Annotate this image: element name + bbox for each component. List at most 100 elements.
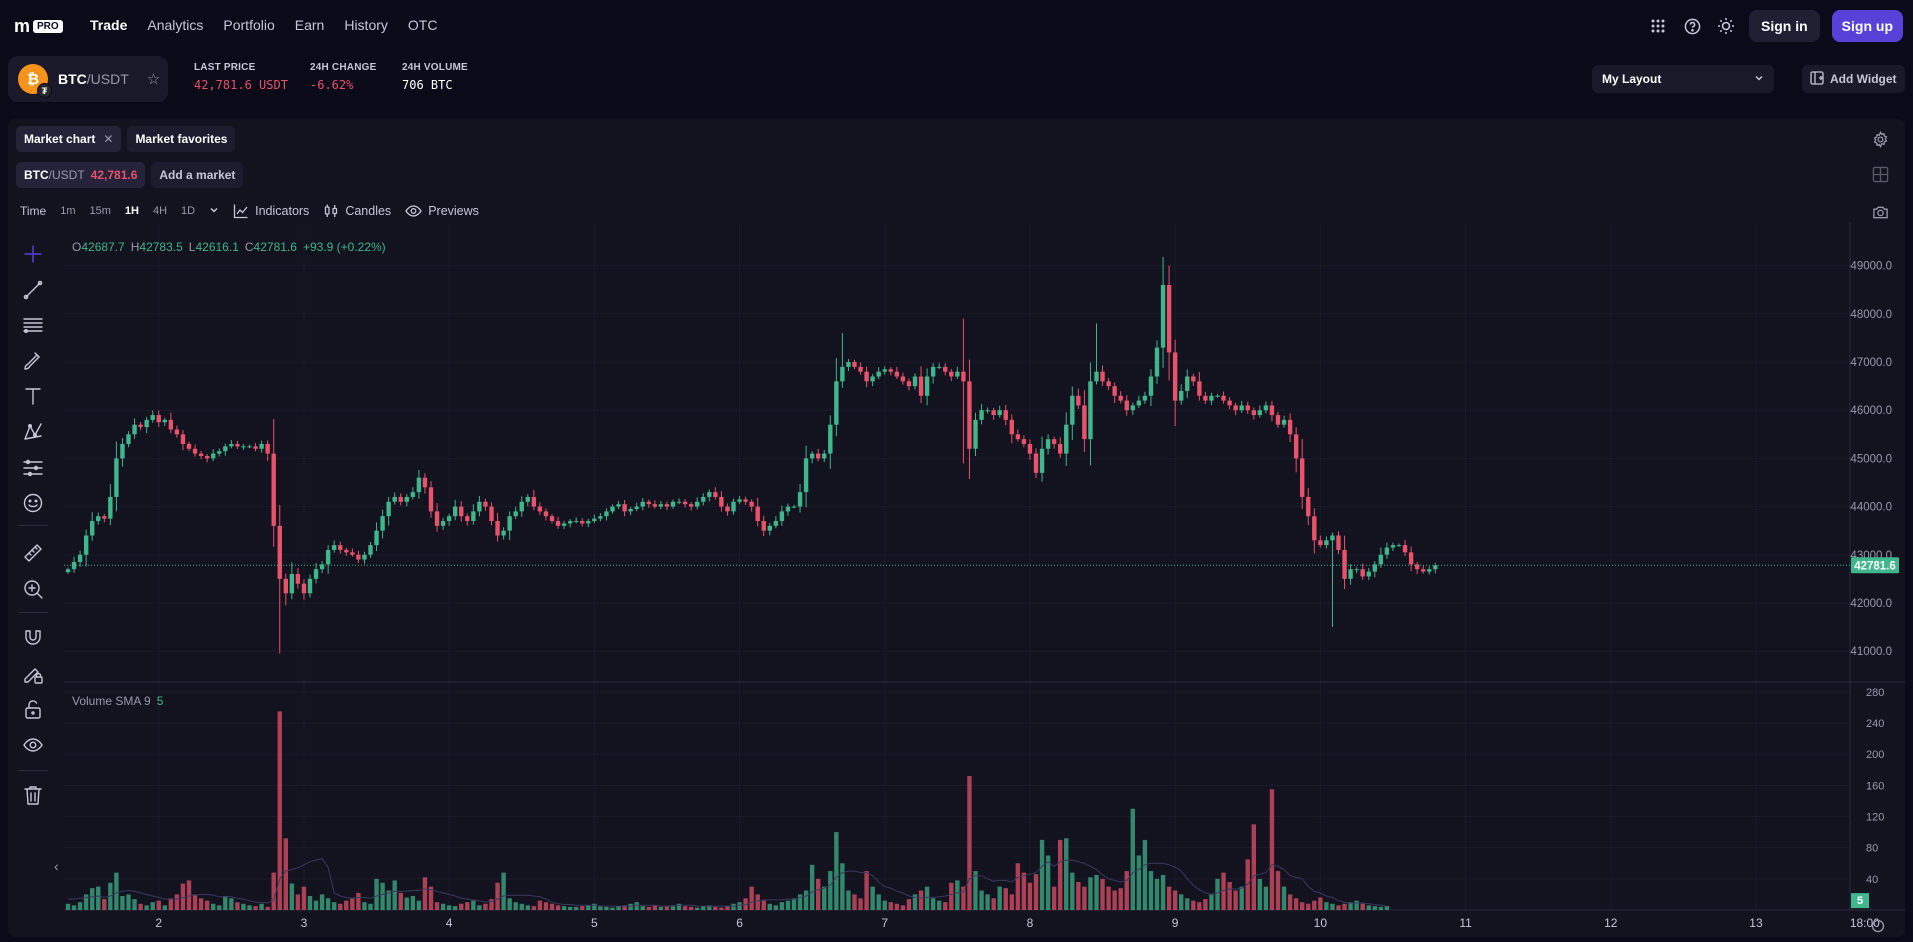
layout-select[interactable]: My Layout	[1592, 65, 1774, 93]
candle-body	[1215, 395, 1220, 397]
tab-market-favorites[interactable]: Market favorites	[127, 126, 236, 152]
market-chip-btc-usdt[interactable]: BTC/USDT 42,781.6	[16, 162, 146, 188]
volume-bar	[906, 899, 912, 910]
candle-body	[229, 443, 234, 447]
volume-bar	[561, 906, 567, 910]
stat-value: 706 BTC	[402, 78, 453, 92]
sign-up-button[interactable]: Sign up	[1831, 10, 1903, 42]
logo[interactable]: m PRO	[14, 16, 63, 37]
candle-body	[1293, 434, 1299, 459]
interval-1h[interactable]: 1H	[124, 205, 139, 217]
forecast-icon[interactable]	[22, 457, 44, 479]
settings-gear-icon[interactable]	[1872, 131, 1889, 152]
stat-label: 24H VOLUME	[402, 62, 468, 73]
volume-bar	[1318, 897, 1323, 910]
eye-icon[interactable]	[22, 734, 44, 756]
widget-tabs: Market chart ✕ Market favorites	[16, 126, 236, 152]
nav-links: Trade Analytics Portfolio Earn History OTC	[90, 17, 437, 33]
volume-bar	[828, 871, 833, 910]
candle-body	[217, 451, 222, 454]
interval-1m[interactable]: 1m	[60, 205, 76, 217]
nav-link-otc[interactable]: OTC	[407, 17, 438, 33]
candles-button[interactable]: Candles	[323, 203, 391, 219]
collapse-sidebar-icon[interactable]: ‹	[54, 858, 59, 874]
market-selector[interactable]: ₿ ₮ BTC/USDT ☆	[8, 56, 168, 102]
candle-body	[1348, 569, 1353, 579]
candle-body	[1118, 395, 1123, 401]
nav-link-history[interactable]: History	[344, 17, 388, 33]
volume-bar	[1076, 881, 1081, 910]
candle-body	[295, 574, 301, 584]
lock-icon[interactable]	[22, 698, 44, 720]
help-icon[interactable]	[1681, 15, 1703, 37]
add-market-button[interactable]: Add a market	[151, 162, 244, 188]
ruler-icon[interactable]	[22, 542, 44, 564]
trend-line-icon[interactable]	[22, 279, 44, 301]
pattern-icon[interactable]	[22, 421, 44, 443]
candle-body	[453, 506, 458, 517]
volume-bar	[1058, 839, 1063, 910]
candle-body	[834, 381, 839, 425]
volume-bar	[162, 905, 167, 910]
candle-body	[894, 371, 900, 377]
sign-in-button[interactable]: Sign in	[1749, 10, 1820, 42]
close-icon[interactable]: ✕	[103, 132, 114, 146]
volume-bar	[271, 872, 276, 910]
candle-body	[168, 419, 174, 430]
candle-body	[65, 569, 71, 573]
volume-bar	[483, 903, 488, 910]
volume-bar	[652, 905, 658, 910]
interval-15m[interactable]: 15m	[89, 205, 111, 217]
candle-body	[477, 501, 482, 512]
axis-settings-icon[interactable]	[1871, 919, 1885, 933]
nav-link-portfolio[interactable]: Portfolio	[223, 17, 275, 33]
candle-body	[120, 443, 125, 459]
brush-icon[interactable]	[22, 350, 44, 372]
tab-market-chart[interactable]: Market chart ✕	[16, 126, 122, 152]
interval-1d[interactable]: 1D	[181, 205, 196, 217]
time-axis-label: 13	[1749, 916, 1763, 930]
layout-grid-icon[interactable]	[1872, 166, 1889, 187]
favorite-star-icon[interactable]: ☆	[146, 71, 161, 88]
previews-button[interactable]: Previews	[405, 203, 479, 219]
fib-lines-icon[interactable]	[22, 314, 44, 336]
apps-grid-icon[interactable]	[1647, 15, 1669, 37]
interval-more-icon[interactable]	[209, 204, 219, 218]
volume-sma-line	[68, 858, 1387, 907]
nav-link-trade[interactable]: Trade	[90, 17, 128, 33]
candle-body	[416, 477, 422, 493]
indicators-button[interactable]: Indicators	[233, 203, 309, 219]
volume-bar	[967, 776, 972, 910]
interval-4h[interactable]: 4H	[152, 205, 168, 217]
candle-body	[1287, 419, 1293, 435]
zoom-icon[interactable]	[22, 578, 44, 600]
crosshair-icon[interactable]	[22, 243, 44, 265]
text-icon[interactable]	[22, 385, 44, 407]
volume-bar	[924, 886, 930, 910]
trash-icon[interactable]	[22, 784, 44, 806]
volume-bar	[725, 906, 730, 910]
camera-icon[interactable]	[1872, 204, 1889, 225]
add-widget-button[interactable]: Add Widget	[1802, 65, 1905, 93]
nav-link-analytics[interactable]: Analytics	[147, 17, 204, 33]
volume-bar	[168, 898, 174, 910]
candle-body	[725, 506, 730, 512]
volume-bar	[1300, 902, 1305, 910]
volume-bar	[144, 905, 149, 910]
stat-label: 24H CHANGE	[310, 62, 377, 73]
candle-body	[924, 376, 930, 396]
emoji-icon[interactable]	[22, 492, 44, 514]
volume-bar	[204, 900, 210, 910]
volume-bar	[217, 905, 222, 910]
candle-body	[144, 419, 149, 428]
lock-drawing-icon[interactable]	[22, 663, 44, 685]
tab-label: Market favorites	[135, 132, 228, 146]
volume-legend-label: Volume SMA 9	[72, 694, 151, 708]
candle-body	[1209, 395, 1214, 401]
nav-link-earn[interactable]: Earn	[294, 17, 325, 33]
magnet-icon[interactable]	[22, 627, 44, 649]
candle-body	[1251, 410, 1256, 416]
candle-body	[688, 504, 694, 507]
theme-sun-icon[interactable]	[1715, 15, 1737, 37]
